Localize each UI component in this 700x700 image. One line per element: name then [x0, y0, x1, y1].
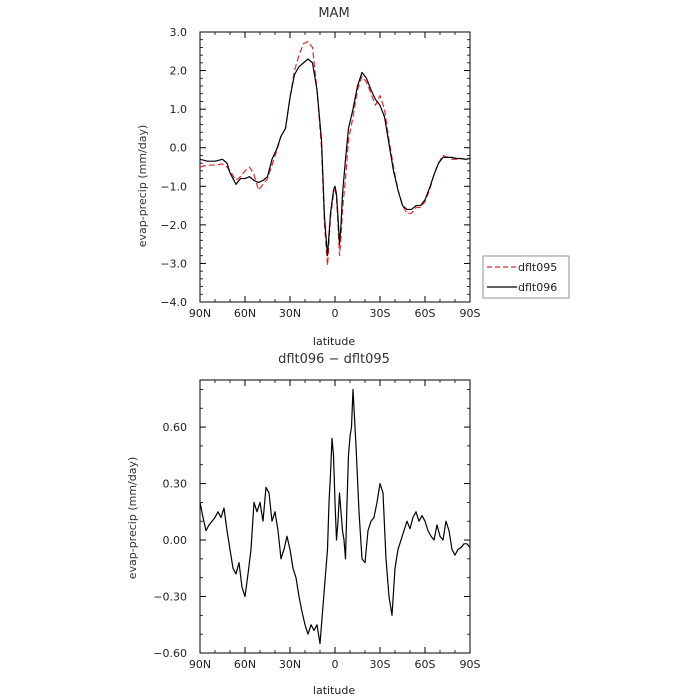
bottom-x-tick-label: 30N	[279, 658, 301, 671]
legend-label-dflt096: dflt096	[518, 281, 557, 294]
top-y-ticks: 3.0 2.0 1.0 0.0 −1.0 −2.0 −3.0 −4.0	[160, 26, 470, 309]
top-panel: MAM 90N 60N 30N 0 30S 60S 90S 3.0 2.0 1.0 0.0 −1.0…	[136, 6, 481, 348]
top-series-lines	[199, 41, 471, 266]
bottom-chart-title: dflt096 − dflt095	[278, 352, 390, 367]
top-y-tick-label: 3.0	[170, 26, 188, 39]
bottom-x-tick-label: 60N	[234, 658, 256, 671]
top-x-tick-label: 0	[332, 307, 339, 320]
top-y-tick-label: −1.0	[160, 180, 187, 193]
legend-box	[482, 255, 570, 299]
bottom-panel: dflt096 − dflt095 90N 60N 30N 0 30S 60S 90S 0.…	[126, 352, 481, 697]
top-x-ticks: 90N 60N 30N 0 30S 60S 90S	[189, 32, 481, 320]
bottom-x-tick-label: 90N	[189, 658, 211, 671]
top-x-tick-label: 90S	[460, 307, 481, 320]
top-y-tick-label: −2.0	[160, 219, 187, 232]
top-chart-title: MAM	[318, 6, 349, 21]
bottom-x-ticks: 90N 60N 30N 0 30S 60S 90S	[189, 380, 481, 671]
top-x-tick-label: 30S	[370, 307, 391, 320]
top-x-axis-label: latitude	[313, 335, 355, 348]
top-x-tick-label: 60N	[234, 307, 256, 320]
bottom-y-axis-label: evap-precip (mm/day)	[126, 457, 139, 580]
bottom-y-tick-label: 0.30	[163, 478, 188, 491]
top-y-tick-label: −4.0	[160, 296, 187, 309]
top-x-tick-label: 30N	[279, 307, 301, 320]
top-series-line-dflt095	[199, 41, 471, 266]
legend-label-dflt095: dflt095	[518, 261, 557, 274]
legend: dflt095 dflt096	[482, 255, 570, 299]
top-y-tick-label: −3.0	[160, 257, 187, 270]
top-y-tick-label: 0.0	[170, 142, 188, 155]
bottom-y-tick-label: 0.00	[163, 534, 188, 547]
top-y-axis-label: evap-precip (mm/day)	[136, 125, 149, 248]
top-y-tick-label: 1.0	[170, 103, 188, 116]
top-x-tick-label: 90N	[189, 307, 211, 320]
bottom-x-tick-label: 0	[332, 658, 339, 671]
top-series-line-dflt096	[199, 58, 471, 257]
bottom-series-lines	[199, 388, 471, 645]
top-x-tick-label: 60S	[415, 307, 436, 320]
top-y-tick-label: 2.0	[170, 65, 188, 78]
bottom-x-axis-label: latitude	[313, 684, 355, 697]
bottom-y-tick-label: 0.60	[163, 421, 188, 434]
top-plot-frame	[199, 31, 471, 303]
bottom-x-tick-label: 90S	[460, 658, 481, 671]
bottom-x-tick-label: 60S	[415, 658, 436, 671]
bottom-series-line-diff-0	[199, 388, 471, 645]
bottom-x-tick-label: 30S	[370, 658, 391, 671]
bottom-y-tick-label: −0.30	[153, 591, 187, 604]
bottom-y-tick-label: −0.60	[153, 647, 187, 660]
bottom-y-ticks: 0.60 0.30 0.00 −0.30 −0.60	[153, 389, 470, 660]
